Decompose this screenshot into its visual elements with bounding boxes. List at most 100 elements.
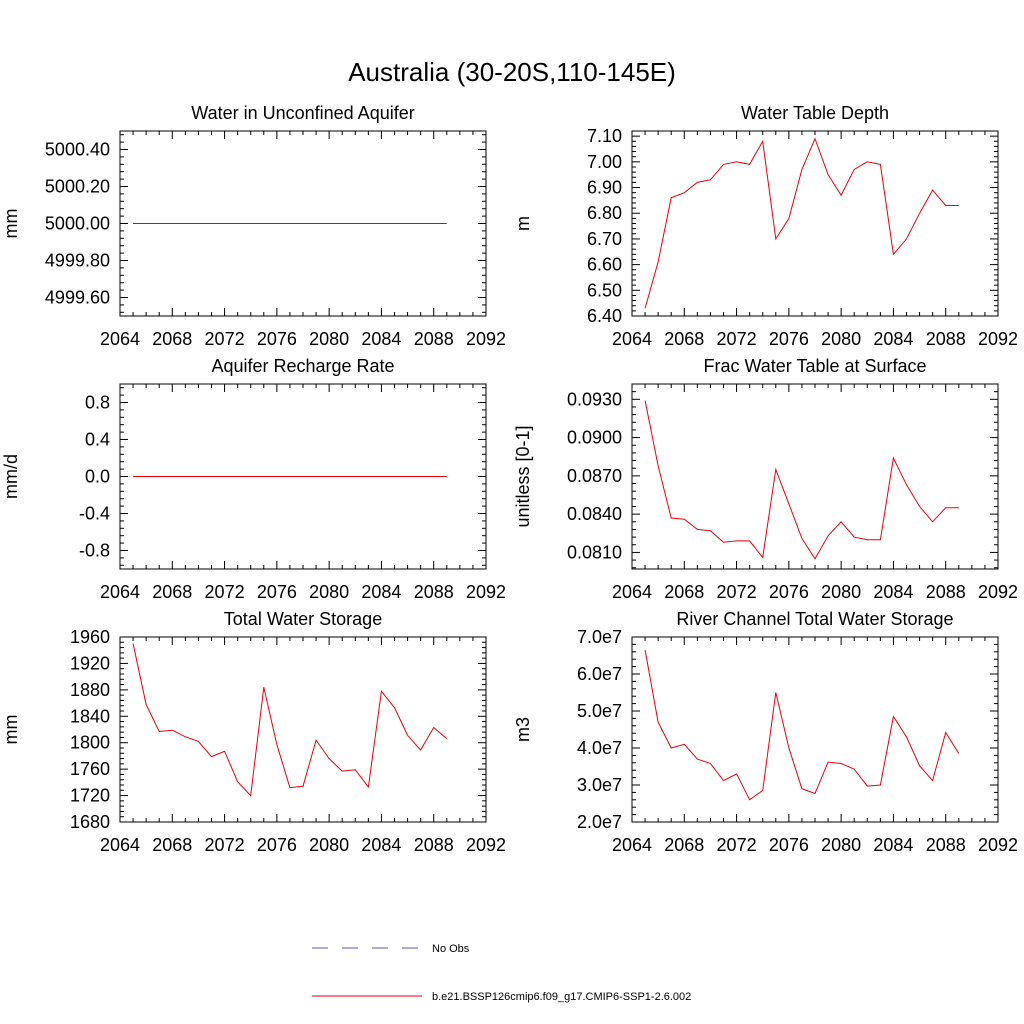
x-tick-label: 2064 [100, 835, 140, 855]
x-tick-label: 2088 [926, 835, 966, 855]
x-tick-label: 2076 [257, 835, 297, 855]
x-tick-label: 2092 [466, 835, 506, 855]
x-tick-label: 2088 [926, 329, 966, 349]
x-tick-label: 2088 [414, 582, 454, 602]
x-tick-label: 2072 [717, 582, 757, 602]
y-tick-label: 1920 [70, 653, 110, 673]
chart-panel-5: Total Water Storage mm 2064 2068 2072 2076 208… [1, 609, 506, 855]
x-tick-label: 2080 [821, 582, 861, 602]
chart-panel-2: Water Table Depth m 2064 2068 2072 2076 2080 20… [513, 103, 1018, 349]
y-tick-label: 5000.00 [45, 214, 110, 234]
series-line [132, 643, 448, 797]
y-tick-label: 5.0e7 [577, 701, 622, 721]
panel-title: Total Water Storage [224, 609, 382, 629]
x-tick-label: 2064 [612, 582, 652, 602]
y-axis-label: m [513, 216, 533, 231]
panel-title: Water in Unconfined Aquifer [191, 103, 414, 123]
series-line [644, 400, 959, 560]
y-tick-label: 1960 [70, 627, 110, 647]
legend-entry-1: No Obs [312, 943, 470, 955]
y-tick-label: 7.10 [587, 126, 622, 146]
x-tick-label: 2072 [717, 835, 757, 855]
legend-label: b.e21.BSSP126cmip6.f09_g17.CMIP6-SSP1-2.… [432, 991, 691, 1003]
y-tick-label: 0.0870 [567, 466, 622, 486]
y-tick-label: 6.50 [587, 280, 622, 300]
panels: Water in Unconfined Aquifer mm 2064 2068 207… [1, 103, 1018, 855]
y-tick-label: -0.4 [79, 504, 110, 524]
plot-frame [631, 130, 999, 317]
x-tick-label: 2092 [978, 329, 1018, 349]
series-line [644, 649, 960, 801]
x-tick-label: 2064 [100, 329, 140, 349]
panel-title: Aquifer Recharge Rate [211, 356, 394, 376]
x-tick-label: 2084 [873, 835, 913, 855]
x-tick-label: 2068 [664, 835, 704, 855]
x-tick-label: 2068 [664, 329, 704, 349]
y-tick-label: 4.0e7 [577, 738, 622, 758]
x-tick-label: 2088 [414, 329, 454, 349]
x-tick-label: 2092 [978, 835, 1018, 855]
y-axis-label: mm/d [1, 454, 21, 499]
y-tick-label: 6.40 [587, 306, 622, 326]
x-tick-label: 2072 [717, 329, 757, 349]
x-tick-label: 2080 [821, 329, 861, 349]
y-tick-label: 1880 [70, 680, 110, 700]
x-tick-label: 2064 [100, 582, 140, 602]
x-tick-label: 2068 [152, 582, 192, 602]
y-axis-label: m3 [513, 717, 533, 742]
x-tick-label: 2088 [414, 835, 454, 855]
y-tick-label: 0.0930 [567, 389, 622, 409]
legend: No Obs b.e21.BSSP126cmip6.f09_g17.CMIP6-S… [312, 943, 691, 1003]
x-tick-label: 2068 [152, 835, 192, 855]
figure-title: Australia (30-20S,110-145E) [348, 57, 676, 87]
y-tick-label: 4999.80 [45, 251, 110, 271]
x-tick-label: 2076 [257, 582, 297, 602]
chart-panel-3: Aquifer Recharge Rate mm/d 2064 2068 2072 207… [1, 356, 506, 602]
plot-frame [631, 636, 999, 823]
y-tick-label: 5000.20 [45, 177, 110, 197]
x-tick-label: 2076 [769, 835, 809, 855]
legend-label: No Obs [432, 943, 470, 955]
x-tick-label: 2076 [769, 329, 809, 349]
series-line [644, 137, 959, 309]
x-tick-label: 2092 [978, 582, 1018, 602]
x-tick-label: 2088 [926, 582, 966, 602]
y-tick-label: 1760 [70, 759, 110, 779]
y-tick-label: 7.0e7 [577, 627, 622, 647]
panel-title: Frac Water Table at Surface [703, 356, 926, 376]
y-tick-label: 6.70 [587, 229, 622, 249]
x-tick-label: 2092 [466, 582, 506, 602]
x-tick-label: 2092 [466, 329, 506, 349]
y-tick-label: 0.0840 [567, 504, 622, 524]
y-tick-label: 0.0900 [567, 428, 622, 448]
y-tick-label: -0.8 [79, 541, 110, 561]
y-tick-label: 1720 [70, 786, 110, 806]
x-tick-label: 2076 [769, 582, 809, 602]
y-tick-label: 0.0810 [567, 542, 622, 562]
chart-panel-1: Water in Unconfined Aquifer mm 2064 2068 207… [1, 103, 506, 349]
y-axis-label: unitless [0-1] [513, 425, 533, 527]
y-tick-label: 2.0e7 [577, 812, 622, 832]
chart-panel-4: Frac Water Table at Surface unitless [0-1… [513, 356, 1018, 602]
y-tick-label: 0.0 [85, 467, 110, 487]
y-tick-label: 1800 [70, 733, 110, 753]
y-tick-label: 7.00 [587, 152, 622, 172]
legend-entry-2: b.e21.BSSP126cmip6.f09_g17.CMIP6-SSP1-2.… [312, 991, 691, 1003]
chart-panel-6: River Channel Total Water Storage m3 2064 2… [513, 609, 1018, 855]
x-tick-label: 2080 [309, 582, 349, 602]
y-tick-label: 6.80 [587, 203, 622, 223]
y-tick-label: 6.0e7 [577, 664, 622, 684]
x-tick-label: 2064 [612, 835, 652, 855]
x-tick-label: 2068 [152, 329, 192, 349]
x-tick-label: 2084 [873, 329, 913, 349]
x-tick-label: 2064 [612, 329, 652, 349]
x-tick-label: 2080 [309, 835, 349, 855]
y-tick-label: 0.4 [85, 430, 110, 450]
x-tick-label: 2072 [205, 329, 245, 349]
x-tick-label: 2068 [664, 582, 704, 602]
x-tick-label: 2084 [361, 582, 401, 602]
panel-title: River Channel Total Water Storage [676, 609, 953, 629]
y-tick-label: 6.90 [587, 178, 622, 198]
x-tick-label: 2084 [361, 329, 401, 349]
